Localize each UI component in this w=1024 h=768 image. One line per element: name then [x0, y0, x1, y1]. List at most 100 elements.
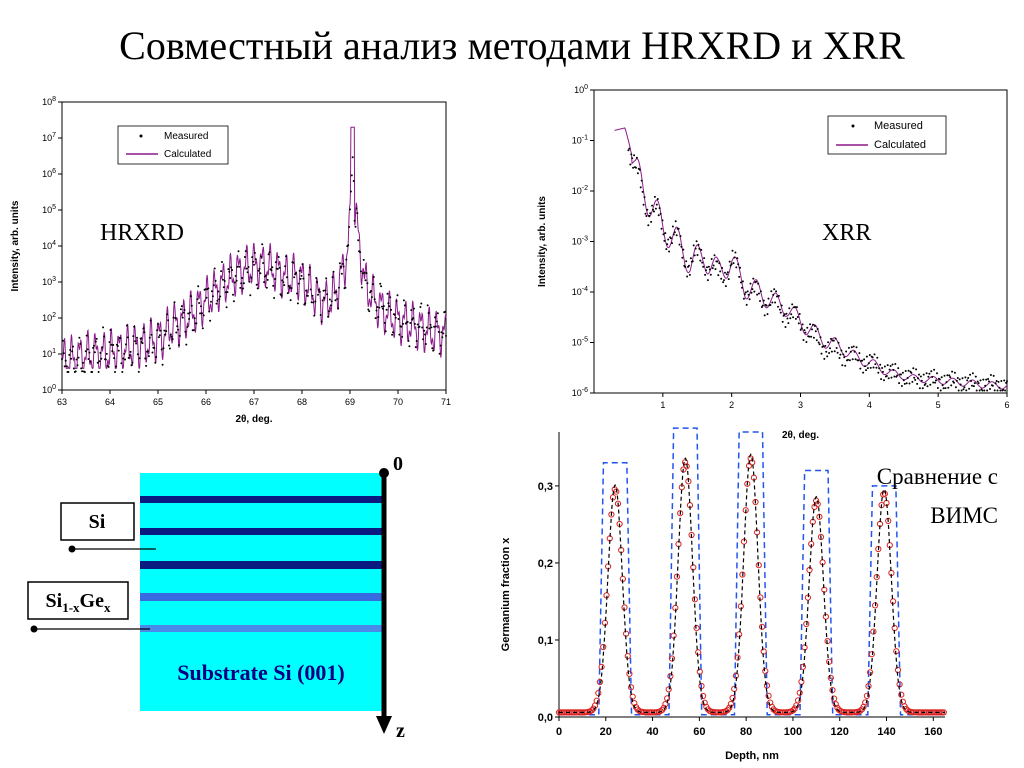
sims-point: [763, 682, 771, 689]
hrxrd-measured-point: [335, 290, 338, 293]
sims-point: [829, 687, 836, 694]
xrr-measured-point: [797, 322, 800, 325]
xrr-measured-point: [794, 306, 796, 308]
hrxrd-measured-point: [337, 307, 340, 310]
xrr-measured-point: [785, 312, 788, 315]
hrxrd-measured-point: [64, 359, 67, 362]
sims-point: [696, 668, 703, 675]
hrxrd-measured-point: [293, 276, 296, 279]
hrxrd-measured-point: [82, 361, 84, 364]
xrr-measured-point: [948, 374, 951, 377]
hrxrd-measured-point: [151, 351, 154, 354]
xrr-measured-point: [630, 153, 633, 156]
xrr-measured-point: [766, 313, 769, 316]
xrr-measured-point: [795, 306, 798, 309]
hrxrd-measured-point: [338, 262, 341, 265]
xrr-measured-point: [885, 375, 888, 377]
hrxrd-measured-point: [126, 336, 129, 339]
xrr-measured-point: [1000, 380, 1003, 382]
xrr-measured-point: [828, 352, 831, 354]
hrxrd-measured-point: [420, 302, 423, 305]
xrr-measured-point: [946, 374, 949, 377]
hrxrd-measured-point: [109, 329, 112, 331]
hrxrd-measured-point: [370, 296, 373, 299]
hrxrd-measured-point: [299, 277, 302, 280]
hrxrd-measured-point: [333, 291, 336, 294]
xrr-measured-point: [694, 247, 697, 250]
xrr-measured-point: [976, 380, 979, 383]
hrxrd-measured-point: [267, 253, 270, 256]
xrr-measured-point: [936, 387, 939, 389]
hrxrd-measured-point: [444, 310, 447, 313]
hrxrd-measured-point: [312, 301, 315, 304]
hrxrd-measured-point: [411, 318, 414, 321]
hrxrd-measured-point: [130, 364, 133, 367]
hrxrd-measured-point: [357, 239, 360, 242]
hrxrd-measured-point: [340, 272, 343, 275]
hrxrd-measured-point: [434, 325, 437, 328]
xrr-measured-point: [735, 266, 738, 269]
hrxrd-measured-point: [315, 277, 318, 279]
hrxrd-measured-point: [386, 292, 389, 295]
xrr-measured-point: [771, 301, 774, 304]
hrxrd-measured-point: [286, 292, 289, 295]
sims-x-tick-label: 140: [877, 726, 895, 738]
xrr-measured-point: [668, 250, 671, 253]
hrxrd-measured-point: [409, 322, 412, 324]
hrxrd-measured-point: [210, 290, 213, 293]
xrr-measured-point: [656, 198, 659, 200]
hrxrd-measured-point: [219, 295, 222, 298]
layer-stripe: [140, 625, 384, 632]
sims-point: [863, 692, 871, 700]
hrxrd-measured-point: [402, 299, 405, 302]
xrr-measured-point: [659, 212, 662, 215]
hrxrd-measured-point: [227, 268, 230, 271]
hrxrd-measured-point: [74, 370, 77, 373]
xrr-measured-point: [916, 382, 919, 385]
xrr-measured-point: [671, 225, 674, 228]
xrr-measured-point: [874, 363, 877, 366]
hrxrd-measured-point: [145, 364, 148, 367]
xrr-measured-point: [914, 378, 917, 381]
hrxrd-measured-point: [260, 255, 263, 258]
xrr-measured-point: [908, 382, 911, 385]
xrr-measured-point: [811, 328, 813, 331]
xrr-measured-point: [924, 382, 927, 385]
xrr-measured-point: [734, 251, 737, 254]
hrxrd-measured-point: [400, 325, 403, 328]
hrxrd-measured-point: [153, 347, 156, 349]
hrxrd-measured-point: [328, 310, 330, 313]
xrr-measured-point: [707, 265, 710, 268]
hrxrd-measured-point: [289, 299, 292, 302]
sims-point: [667, 673, 674, 680]
hrxrd-measured-point: [298, 269, 301, 272]
hrxrd-measured-point: [281, 279, 284, 282]
xrr-measured-point: [858, 352, 861, 355]
hrxrd-measured-point: [408, 345, 411, 348]
hrxrd-measured-point: [296, 292, 298, 295]
hrxrd-measured-point: [349, 208, 351, 211]
hrxrd-measured-point: [218, 298, 221, 301]
xrr-measured-point: [958, 378, 961, 381]
hrxrd-measured-point: [311, 294, 314, 297]
xrr-measured-point: [844, 364, 847, 367]
hrxrd-measured-point: [210, 300, 212, 303]
xrr-measured-point: [891, 363, 894, 366]
xrr-measured-point: [747, 293, 750, 296]
hrxrd-measured-point: [205, 296, 208, 299]
xrr-measured-point: [912, 367, 915, 370]
hrxrd-measured-point: [98, 360, 101, 363]
hrxrd-measured-point: [366, 282, 369, 285]
hrxrd-measured-point: [265, 286, 268, 289]
hrxrd-measured-point: [419, 306, 422, 308]
sims-caption-line1: Сравнение с: [877, 464, 998, 489]
layer-stripe: [140, 593, 384, 601]
xrr-measured-point: [640, 179, 643, 182]
sims-point: [626, 670, 633, 678]
xrr-measured-point: [931, 376, 934, 378]
xrr-measured-point: [646, 208, 649, 211]
xrr-measured-point: [940, 376, 943, 379]
sims-point: [827, 674, 834, 682]
xrr-measured-point: [973, 382, 976, 385]
hrxrd-measured-point: [332, 270, 335, 273]
